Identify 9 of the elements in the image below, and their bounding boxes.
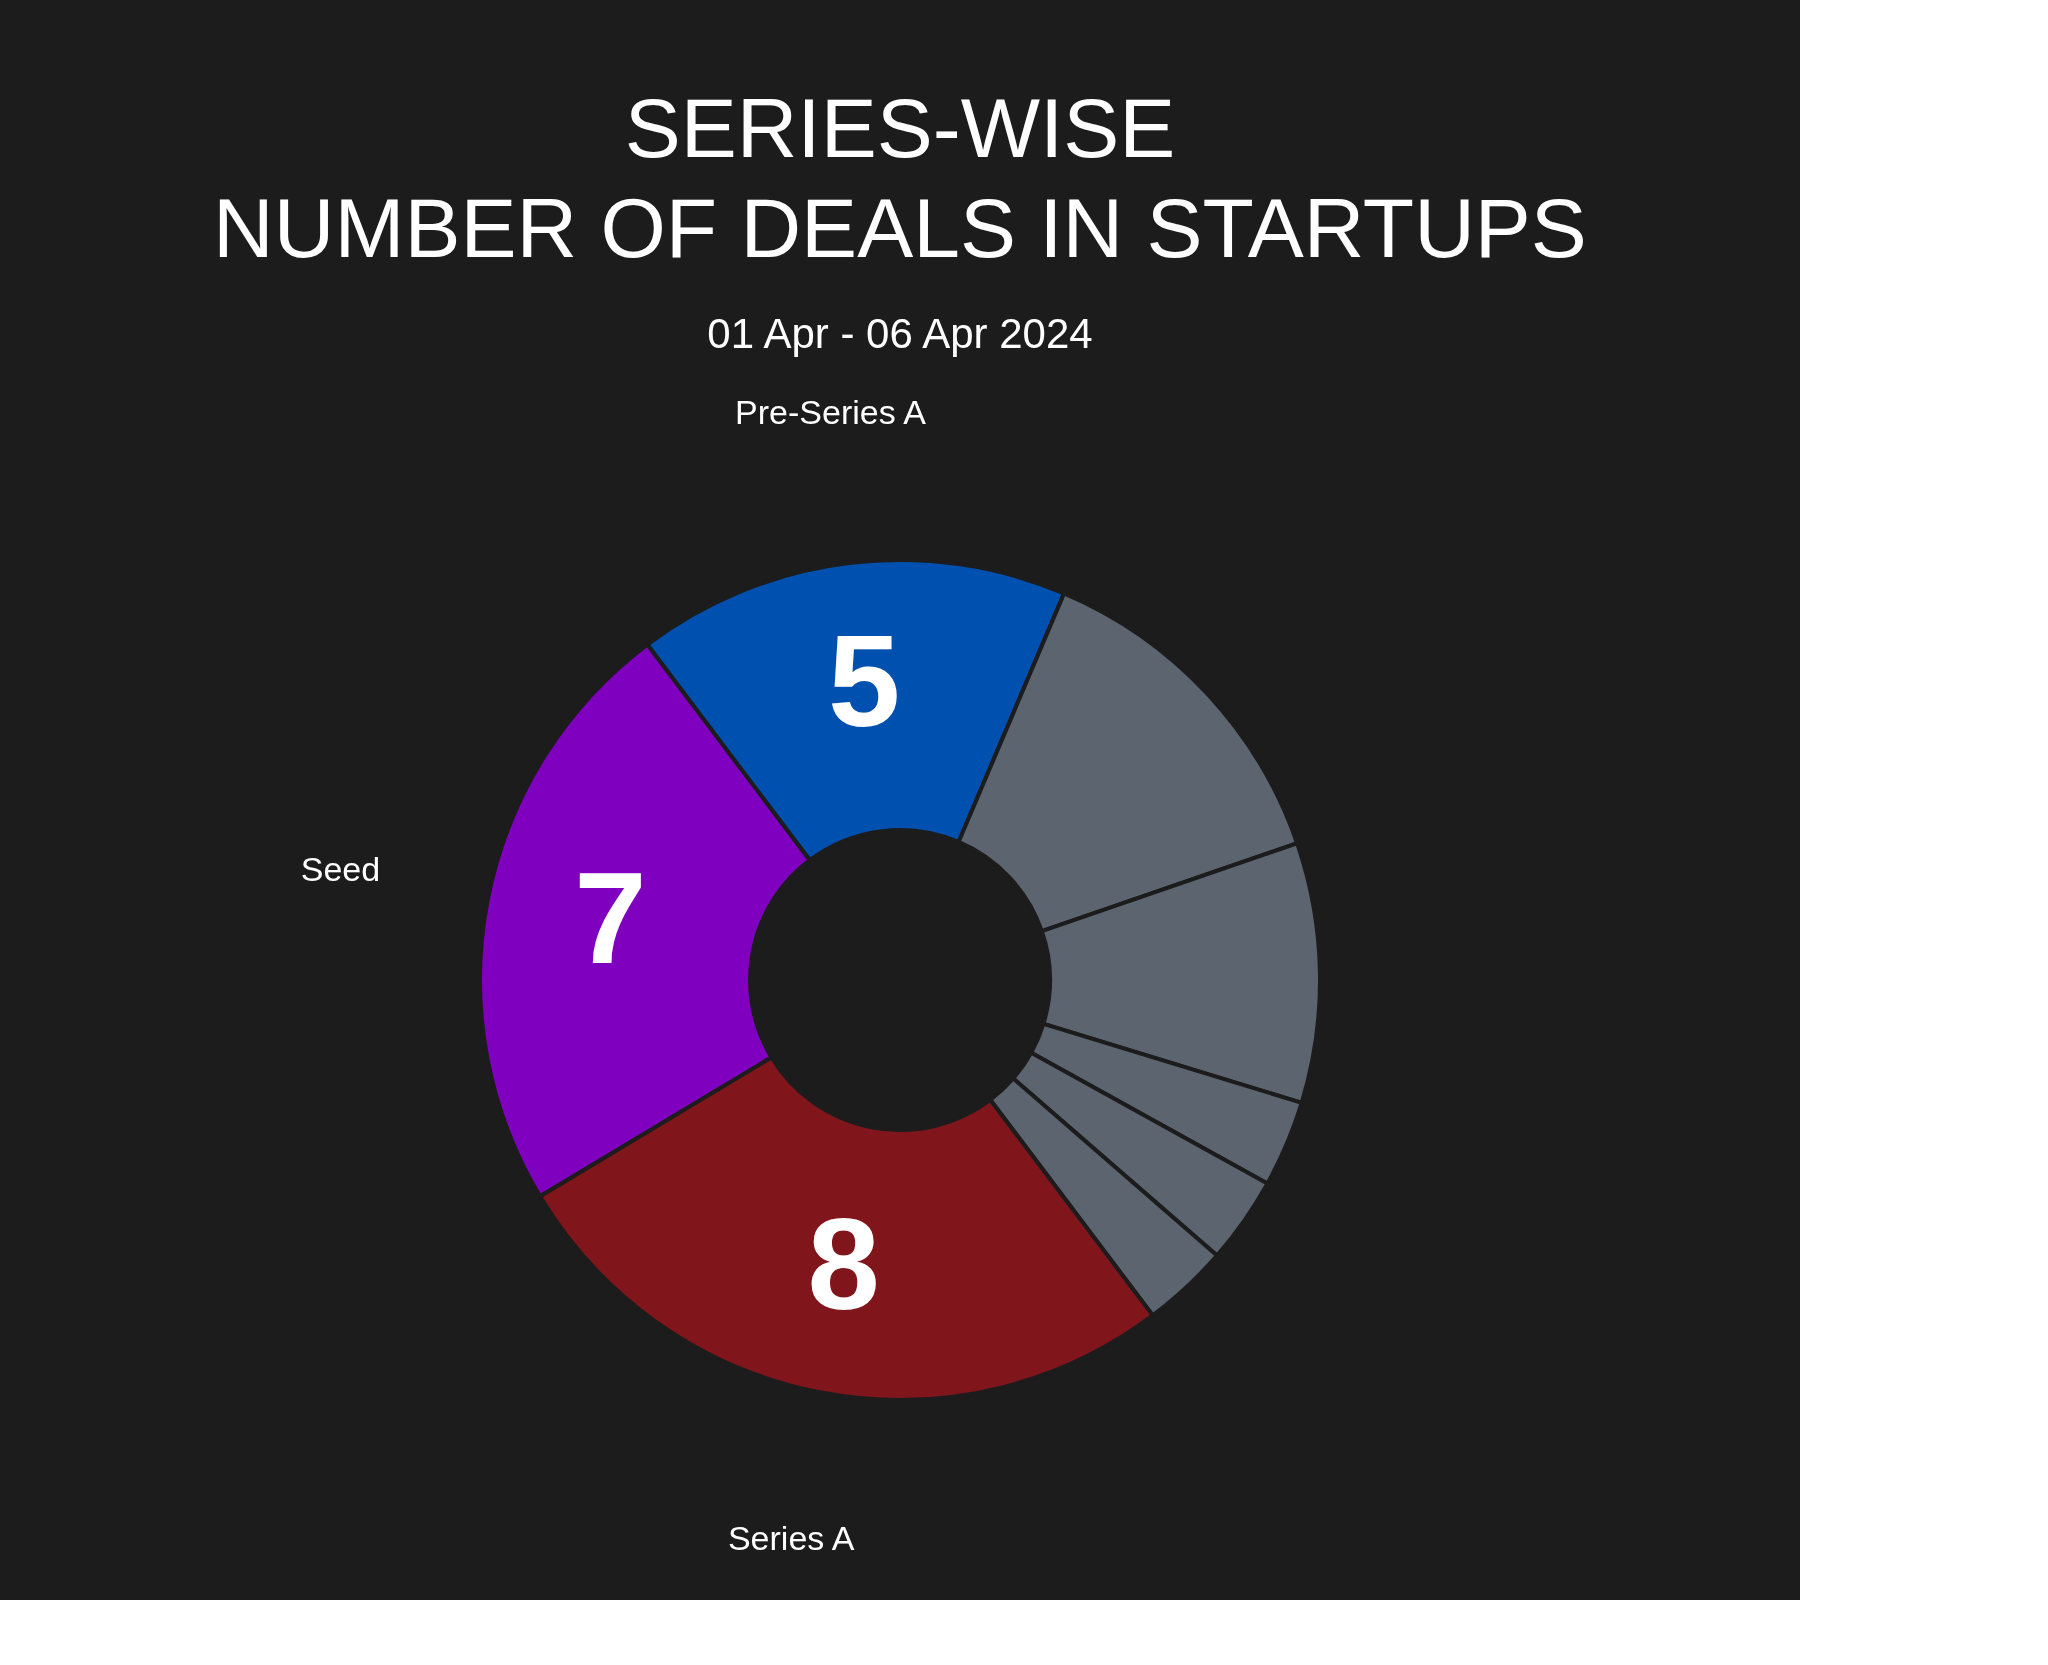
slice-label: Series A [727, 1518, 855, 1557]
data-label: 8 [807, 1190, 880, 1337]
slice-label: Seed [300, 850, 381, 889]
data-label: 5 [827, 608, 901, 755]
data-label: 7 [574, 844, 647, 991]
slice-label: Pre-Series A [735, 393, 927, 432]
text: SERIES-WISE [624, 81, 1176, 176]
text: NUMBER OF DEALS IN STARTUPS [213, 181, 1587, 276]
chart-subtitle: 01 Apr - 06 Apr 2024 [707, 310, 1093, 358]
